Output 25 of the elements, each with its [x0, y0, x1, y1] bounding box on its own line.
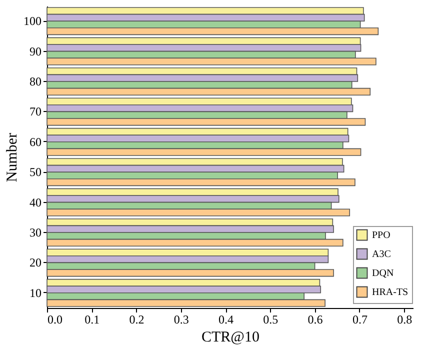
legend-label: A3C — [372, 249, 392, 260]
x-tick-label: 0.0 — [48, 312, 62, 326]
y-tick-label: 10 — [30, 286, 42, 300]
y-tick-label: 60 — [30, 134, 42, 149]
x-tick-label: 0.1 — [84, 312, 100, 326]
y-tick-label: 100 — [24, 14, 42, 28]
y-tick-label: 90 — [30, 44, 42, 58]
y-tick-label: 20 — [30, 256, 42, 270]
x-tick-label: 0.3 — [174, 312, 189, 326]
x-axis-title: CTR@10 — [202, 330, 260, 346]
x-tick-label: 0.2 — [129, 312, 144, 326]
y-tick-label: 30 — [30, 226, 42, 240]
y-tick-label: 50 — [30, 165, 42, 180]
y-tick-label: 70 — [30, 104, 42, 119]
legend-label: HRA-TS — [372, 287, 408, 298]
x-tick-label: 0.8 — [397, 312, 412, 326]
y-axis-title: Number — [4, 132, 20, 182]
y-tick-label: 40 — [30, 195, 42, 210]
legend-label: PPO — [372, 230, 390, 241]
x-tick-label: 0.4 — [218, 312, 234, 326]
x-tick-label: 0.6 — [308, 312, 323, 326]
x-tick-label: 0.7 — [352, 312, 368, 326]
y-tick-label: 80 — [30, 74, 42, 88]
x-tick-label: 0.5 — [263, 312, 278, 326]
legend-label: DQN — [372, 268, 394, 279]
